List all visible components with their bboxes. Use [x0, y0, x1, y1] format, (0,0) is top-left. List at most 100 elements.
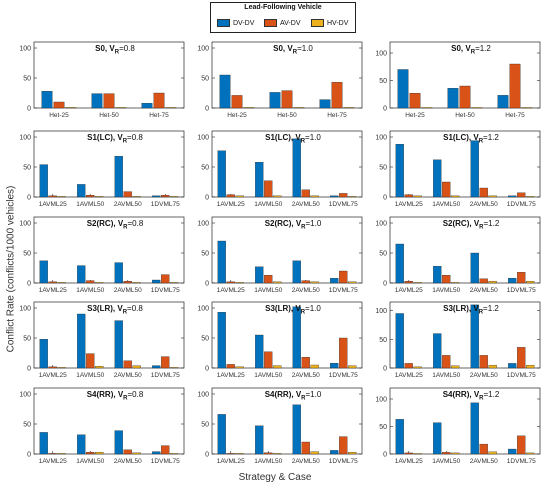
- panel-s2-rc-1-2: 0 50 100 1AVML25 1AVML50 2AVML50 1DVML75 S2(RC)…: [375, 216, 541, 294]
- bar-av-dv-2avml50: [123, 281, 132, 284]
- y-tick-label: 100: [197, 46, 209, 53]
- y-tick-label: 0: [27, 106, 31, 113]
- y-tick-label: 50: [379, 78, 387, 85]
- axes-frame: [33, 130, 185, 198]
- y-tick-label: 0: [383, 281, 387, 288]
- bar-hv-dv-het-25: [65, 107, 77, 109]
- bar-av-dv-1avml25: [404, 452, 413, 455]
- bar-dv-dv-1dvml75: [330, 195, 339, 198]
- bar-av-dv-1avml50: [442, 181, 451, 198]
- bar-av-dv-1dvml75: [161, 274, 170, 284]
- bar-hv-dv-1avml25: [57, 367, 66, 369]
- panel-title: S1(LC), VR=0.8: [87, 133, 143, 145]
- bar-av-dv-1avml25: [404, 194, 413, 198]
- bar-av-dv-1dvml75: [161, 356, 170, 369]
- bar-av-dv-1dvml75: [161, 445, 170, 455]
- bar-av-dv-1dvml75: [517, 347, 526, 369]
- bar-dv-dv-1dvml75: [152, 195, 161, 198]
- x-tick-label: 1DVML75: [507, 287, 536, 294]
- bar-dv-dv-1avml25: [217, 150, 226, 198]
- bar-av-dv-het-50: [281, 90, 293, 109]
- bar-hv-dv-het-25: [421, 107, 433, 109]
- x-tick-label: 1AVML50: [254, 287, 282, 294]
- x-tick-label: 1AVML25: [39, 458, 67, 465]
- bar-av-dv-1avml50: [442, 355, 451, 369]
- y-tick-label: 50: [201, 336, 209, 343]
- y-tick-label: 50: [379, 165, 387, 172]
- y-tick-label: 100: [19, 221, 31, 228]
- bar-av-dv-1dvml75: [517, 272, 526, 284]
- bar-av-dv-1dvml75: [161, 195, 170, 198]
- axes-frame: [389, 216, 541, 284]
- legend-item-dv-dv: DV-DV: [217, 18, 254, 28]
- y-tick-label: 100: [197, 392, 209, 399]
- x-tick-label: 1AVML50: [76, 372, 104, 379]
- y-tick-label: 50: [201, 165, 209, 172]
- axes-frame: [211, 387, 363, 455]
- x-tick-label: Het-25: [49, 112, 69, 119]
- y-tick-label: 0: [205, 281, 209, 288]
- bar-dv-dv-2avml50: [114, 156, 123, 198]
- panel-s1-lc-0-8: 0 50 100 1AVML25 1AVML50 2AVML50 1DVML75 S1(LC)…: [19, 130, 185, 208]
- y-tick-label: 50: [23, 165, 31, 172]
- bar-hv-dv-1avml50: [95, 282, 104, 284]
- x-tick-label: 1DVML75: [151, 458, 180, 465]
- bar-av-dv-2avml50: [479, 355, 488, 369]
- bar-av-dv-het-75: [153, 92, 165, 109]
- x-tick-label: 1AVML25: [39, 201, 67, 208]
- x-tick-label: 2AVML50: [292, 287, 320, 294]
- bar-dv-dv-het-75: [497, 95, 509, 109]
- axes-frame: [389, 301, 541, 369]
- bar-hv-dv-1avml50: [451, 452, 460, 455]
- x-tick-label: 1AVML25: [395, 287, 423, 294]
- panel-s0-0-8: 0 50 100 Het-25 Het-50 Het-75 S0, VR=0.8: [19, 41, 185, 119]
- legend-swatch-dv-dv: [217, 19, 230, 27]
- legend-swatch-hv-dv: [311, 19, 324, 27]
- bar-av-dv-het-50: [459, 85, 471, 109]
- bar-dv-dv-1avml50: [433, 422, 442, 455]
- y-tick-label: 0: [27, 195, 31, 202]
- axes-frame: [211, 301, 363, 369]
- bar-av-dv-1avml25: [48, 195, 57, 198]
- legend-label-av-dv: AV-DV: [280, 19, 301, 27]
- bar-hv-dv-2avml50: [132, 196, 141, 198]
- bar-av-dv-1avml50: [86, 353, 95, 369]
- x-tick-label: Het-75: [327, 112, 347, 119]
- x-tick-label: Het-25: [405, 112, 425, 119]
- panel-title: S1(LC), VR=1.2: [443, 133, 499, 145]
- bar-av-dv-1avml50: [86, 452, 95, 455]
- bar-dv-dv-1avml25: [39, 260, 48, 284]
- y-tick-label: 100: [375, 51, 387, 58]
- bar-hv-dv-2avml50: [310, 195, 319, 198]
- bar-hv-dv-2avml50: [132, 365, 141, 369]
- x-tick-label: 2AVML50: [470, 201, 498, 208]
- x-tick-label: 2AVML50: [114, 201, 142, 208]
- bar-hv-dv-1dvml75: [348, 281, 357, 284]
- bar-hv-dv-1dvml75: [170, 282, 179, 284]
- x-tick-label: Het-50: [277, 112, 297, 119]
- bar-hv-dv-1dvml75: [170, 367, 179, 369]
- x-tick-label: 1AVML50: [76, 201, 104, 208]
- y-tick-label: 100: [197, 135, 209, 142]
- chart-legend: Lead-Following Vehicle DV-DV AV-DV HV-DV: [210, 2, 356, 33]
- x-tick-label: Het-75: [149, 112, 169, 119]
- bar-hv-dv-1dvml75: [526, 196, 535, 198]
- bar-dv-dv-2avml50: [292, 404, 301, 455]
- y-tick-label: 0: [205, 452, 209, 459]
- panel-s4-rr-1-0: 0 50 100 1AVML25 1AVML50 2AVML50 1DVML75 S4(RR)…: [197, 387, 363, 465]
- y-tick-label: 50: [201, 422, 209, 429]
- panel-s3-lr-1-0: 0 50 100 1AVML25 1AVML50 2AVML50 1DVML75 S3(LR)…: [197, 301, 363, 379]
- bar-dv-dv-het-25: [219, 74, 231, 109]
- bar-hv-dv-1avml50: [95, 452, 104, 455]
- y-tick-label: 0: [383, 452, 387, 459]
- bar-av-dv-1dvml75: [339, 270, 348, 284]
- bar-hv-dv-2avml50: [310, 364, 319, 369]
- x-tick-label: 1DVML75: [329, 372, 358, 379]
- x-tick-label: Het-25: [227, 112, 247, 119]
- bar-dv-dv-1dvml75: [330, 450, 339, 455]
- y-tick-label: 100: [197, 221, 209, 228]
- panel-s1-lc-1-0: 0 50 100 1AVML25 1AVML50 2AVML50 1DVML75 S1(LC)…: [197, 130, 363, 208]
- panel-s3-lr-0-8: 0 50 100 1AVML25 1AVML50 2AVML50 1DVML75 S3(LR)…: [19, 301, 185, 379]
- bar-dv-dv-1avml50: [433, 159, 442, 198]
- bar-hv-dv-1avml25: [413, 366, 422, 369]
